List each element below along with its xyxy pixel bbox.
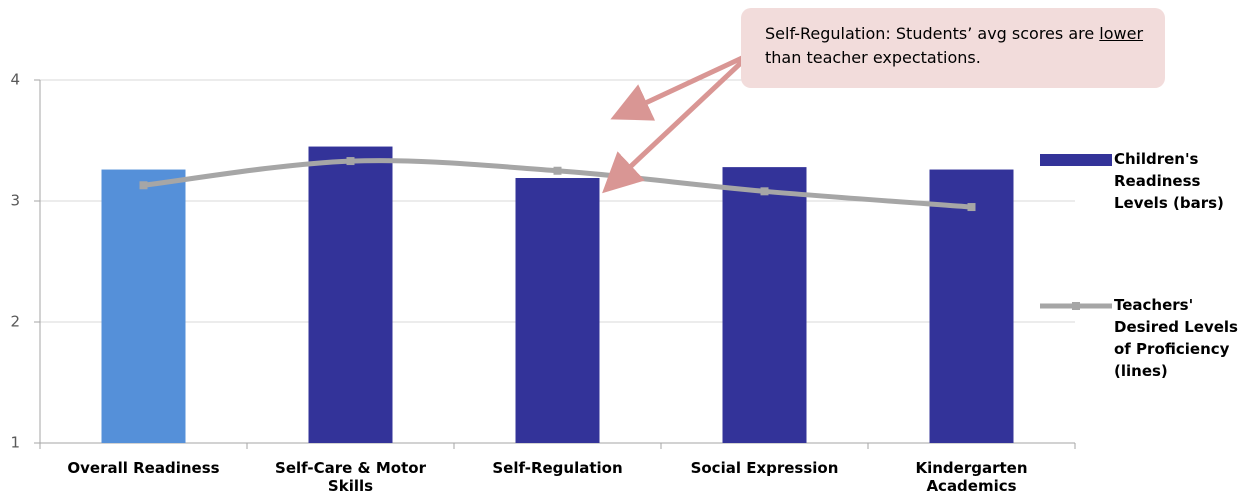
y-tick-label: 3 xyxy=(10,192,20,210)
bar xyxy=(929,169,1014,444)
legend-swatch xyxy=(1072,302,1080,310)
annotation-emphasis: lower xyxy=(1099,24,1144,43)
y-tick-label: 1 xyxy=(10,434,20,452)
x-tick-label: Kindergarten Academics xyxy=(915,459,1028,495)
x-tick-label: Social Expression xyxy=(690,459,839,477)
arrow xyxy=(610,55,744,121)
bar xyxy=(722,167,807,443)
x-tick-label: Overall Readiness xyxy=(67,459,220,477)
legend-label: Children's Readiness Levels (bars) xyxy=(1114,150,1224,212)
line-marker xyxy=(967,203,976,212)
x-tick-label: Self-Regulation xyxy=(492,459,623,477)
legend-swatch xyxy=(1040,154,1112,166)
line-marker xyxy=(139,181,148,190)
annotation-text: than teacher expectations. xyxy=(765,48,981,67)
x-tick-label: Self-Care & Motor Skills xyxy=(275,459,426,495)
legend-label: Teachers' Desired Levels of Proficiency … xyxy=(1114,296,1238,380)
bar xyxy=(515,178,600,443)
annotation-text: Self-Regulation: Students’ avg scores ar… xyxy=(765,24,1100,43)
line-marker xyxy=(553,166,562,175)
y-tick-label: 4 xyxy=(10,71,20,89)
y-tick-label: 2 xyxy=(10,313,20,331)
bar xyxy=(308,146,393,444)
annotation: Self-Regulation: Students’ avg scores ar… xyxy=(741,8,1165,88)
bar xyxy=(101,169,186,444)
arrow xyxy=(602,58,746,194)
line-marker xyxy=(760,187,769,196)
line-marker xyxy=(346,157,355,166)
